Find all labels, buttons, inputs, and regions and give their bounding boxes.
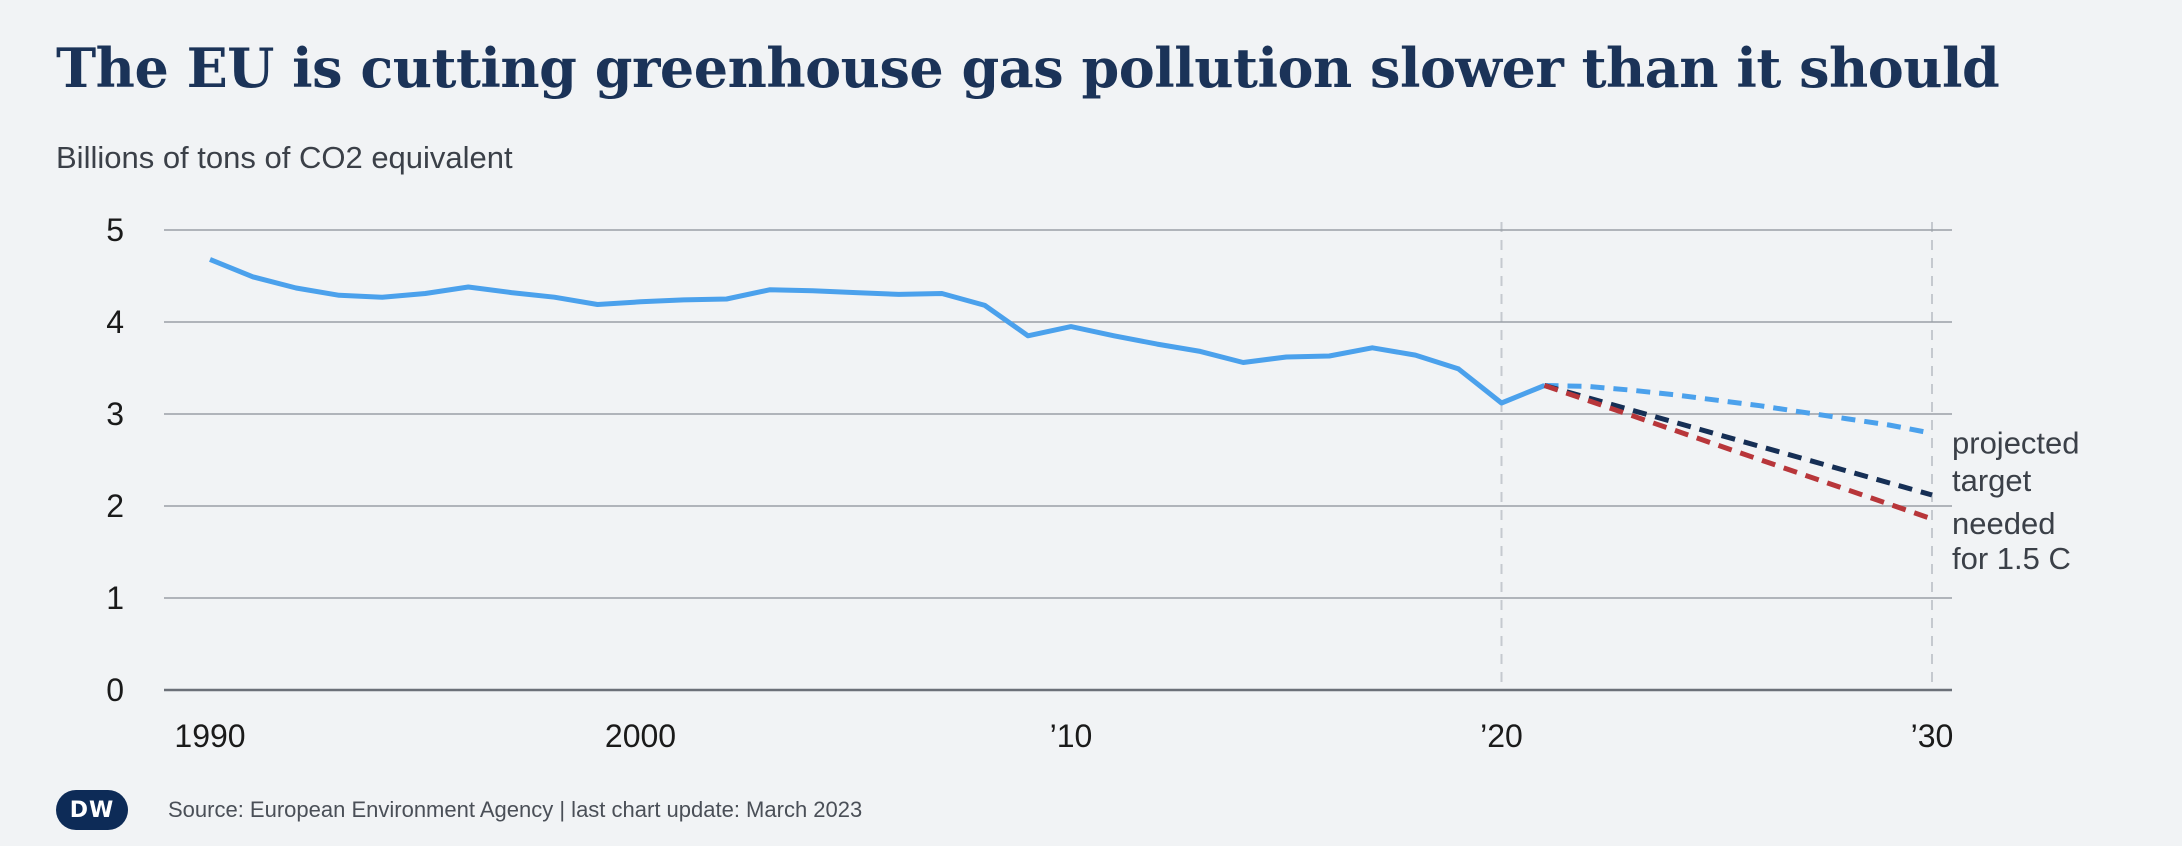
footer: DW Source: European Environment Agency |… bbox=[56, 790, 862, 830]
dw-logo: DW bbox=[56, 790, 128, 830]
annotation-line: target bbox=[1952, 463, 2032, 498]
x-tick-label: 2000 bbox=[605, 718, 676, 754]
series-line-needed bbox=[1543, 383, 1933, 522]
annotation-line: for 1.5 C bbox=[1952, 541, 2071, 576]
series-line-target bbox=[1543, 383, 1933, 498]
x-tick-label: ’30 bbox=[1911, 718, 1954, 754]
x-tick-label: 1990 bbox=[174, 718, 245, 754]
series-annotation-target: target bbox=[1952, 463, 2032, 498]
annotation-line: needed bbox=[1952, 506, 2055, 541]
series-annotation-needed: needed for 1.5 C bbox=[1952, 506, 2071, 576]
series-annotation-projected: projected bbox=[1952, 425, 2080, 460]
y-tick-label: 3 bbox=[106, 396, 124, 432]
source-note: Source: European Environment Agency | la… bbox=[168, 797, 863, 822]
y-tick-label: 4 bbox=[106, 304, 124, 340]
y-tick-label: 1 bbox=[106, 580, 124, 616]
x-tick-label: ’20 bbox=[1480, 718, 1523, 754]
series-line-projected bbox=[1544, 383, 1933, 436]
x-tick-label: ’10 bbox=[1050, 718, 1093, 754]
y-tick-label: 2 bbox=[106, 488, 124, 524]
y-tick-label: 0 bbox=[106, 672, 124, 708]
annotation-line: projected bbox=[1952, 425, 2080, 460]
chart-title: The EU is cutting greenhouse gas polluti… bbox=[56, 36, 2000, 100]
y-tick-label: 5 bbox=[106, 212, 124, 248]
series-line-historical bbox=[209, 257, 1546, 406]
y-axis-unit-label: Billions of tons of CO2 equivalent bbox=[56, 140, 513, 175]
